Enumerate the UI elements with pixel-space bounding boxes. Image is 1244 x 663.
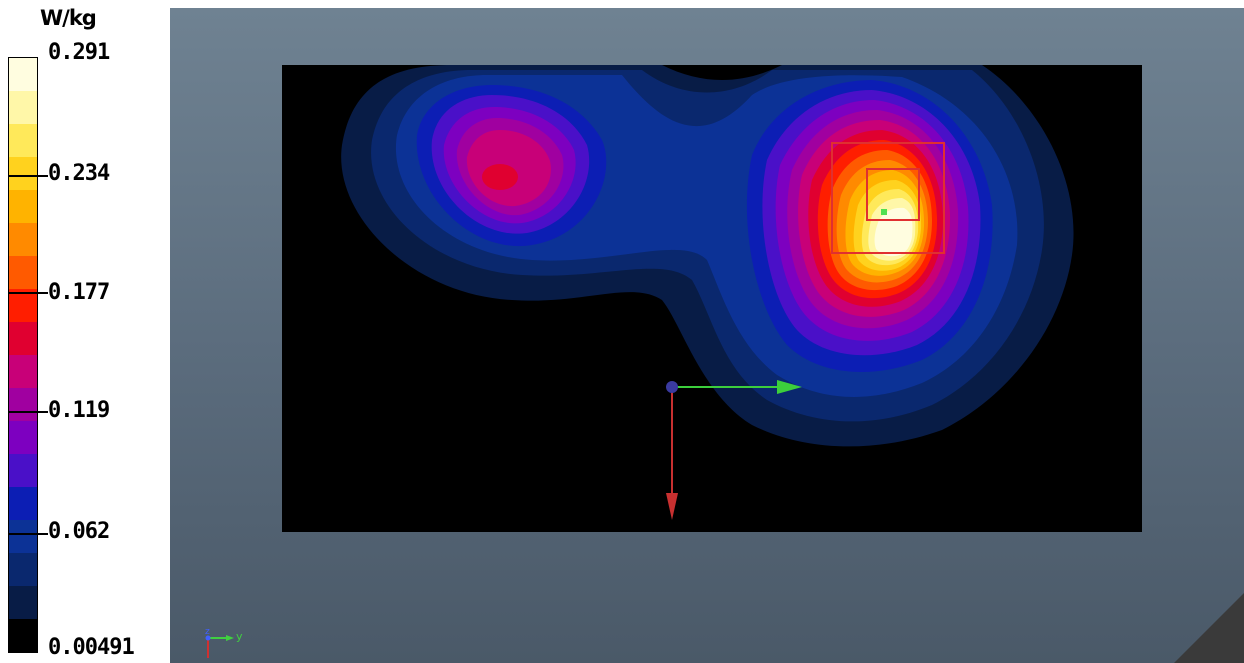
legend-tick-label: 0.177 — [48, 280, 110, 305]
legend-tick-line — [8, 292, 48, 294]
legend-swatch — [9, 256, 37, 291]
legend-swatch — [9, 189, 37, 225]
triad-origin — [205, 635, 211, 641]
legend-swatch — [9, 454, 37, 489]
local-peak — [482, 164, 518, 190]
legend-swatch — [9, 487, 37, 522]
legend-tick-line — [8, 533, 48, 535]
triad-z-label: z — [205, 627, 210, 637]
legend-swatch — [9, 90, 37, 126]
reference-origin-point — [666, 381, 678, 393]
legend-swatch — [9, 157, 37, 192]
color-legend: W/kg 0.291 0.234 0.177 0.119 0.062 0.004… — [0, 0, 168, 663]
sar-heatmap — [341, 65, 1074, 520]
3d-viewport[interactable]: y z — [170, 8, 1244, 663]
legend-tick-label: 0.234 — [48, 161, 110, 186]
legend-swatch — [9, 421, 37, 456]
legend-swatch — [9, 123, 37, 159]
zoom-scan-inner-box — [866, 168, 920, 221]
orientation-triad: y z — [200, 618, 260, 663]
triad-y-label: y — [236, 630, 243, 643]
legend-tick-line — [8, 411, 48, 413]
sar-scan-area — [282, 65, 1142, 532]
legend-swatch — [9, 585, 37, 621]
legend-tick-min: 0.00491 — [48, 635, 135, 660]
legend-tick-max: 0.291 — [48, 40, 110, 65]
triad-y-arrowhead — [226, 635, 234, 641]
legend-swatch — [9, 223, 37, 258]
legend-swatch — [9, 388, 37, 423]
legend-tick-label: 0.062 — [48, 519, 110, 544]
legend-swatch — [9, 58, 37, 93]
legend-swatch — [9, 619, 37, 654]
peak-location-marker — [881, 209, 887, 215]
x-axis-arrowhead — [777, 380, 802, 394]
legend-color-bar — [8, 57, 38, 654]
legend-swatch — [9, 355, 37, 390]
z-axis-arrowhead — [666, 493, 678, 520]
zoom-scan-outer-box — [831, 142, 945, 254]
legend-swatch — [9, 553, 37, 588]
viewport-corner-shade — [1174, 593, 1244, 663]
legend-swatch — [9, 289, 37, 324]
legend-tick-label: 0.119 — [48, 398, 110, 423]
legend-tick-line — [8, 175, 48, 177]
legend-unit-label: W/kg — [40, 6, 97, 30]
legend-swatch — [9, 321, 37, 357]
legend-swatch — [9, 520, 37, 555]
